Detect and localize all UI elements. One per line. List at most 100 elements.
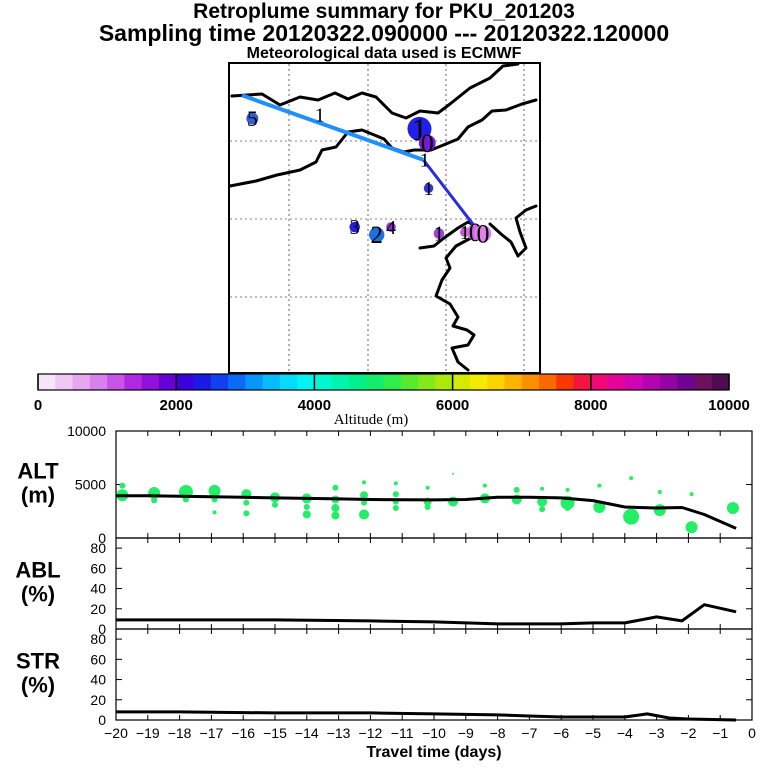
colorbar-swatch <box>210 374 229 390</box>
colorbar-swatch <box>124 374 143 390</box>
altitude-point <box>689 492 694 497</box>
altitude-point <box>424 503 431 510</box>
colorbar-tick-label: 2000 <box>160 397 193 414</box>
colorbar-swatch <box>193 374 212 390</box>
colorbar-swatch <box>418 374 436 390</box>
day-label: 4 <box>386 217 396 239</box>
colorbar-tick-label: 8000 <box>574 397 607 414</box>
altitude-point <box>331 511 340 520</box>
y-tick-label: 40 <box>90 581 106 597</box>
altitude-point <box>272 501 278 508</box>
colorbar-swatch <box>711 374 730 390</box>
x-tick-label: −13 <box>327 725 351 741</box>
altitude-point <box>151 497 158 504</box>
colorbar-swatch <box>677 374 695 390</box>
colorbar-swatch <box>158 374 177 390</box>
altitude-point <box>653 504 666 517</box>
colorbar-swatch <box>573 374 592 390</box>
coast-bohai <box>418 220 478 372</box>
altitude-point <box>623 508 640 525</box>
x-tick-label: −10 <box>422 725 446 741</box>
x-axis-label: Travel time (days) <box>366 744 501 761</box>
altitude-point <box>362 480 367 485</box>
panel-ylabel-unit: (m) <box>21 483 55 508</box>
colorbar-swatch <box>279 374 298 390</box>
altitude-point <box>597 483 602 488</box>
colorbar-swatch <box>348 374 367 390</box>
colorbar-swatch <box>435 374 454 390</box>
day-label: 1 <box>460 222 470 244</box>
altitude-point <box>119 482 126 489</box>
border-mongolia-north <box>230 62 520 120</box>
plume-cluster-marker <box>423 183 434 194</box>
x-tick-label: −8 <box>490 725 506 741</box>
colorbar-swatch <box>72 374 91 390</box>
colorbar-tick-label: 6000 <box>436 397 469 414</box>
colorbar-swatch <box>452 374 471 390</box>
altitude-point <box>482 483 487 488</box>
colorbar-swatch <box>400 374 419 390</box>
day-label: 2 <box>371 222 383 249</box>
x-tick-label: −14 <box>295 725 319 741</box>
x-tick-label: 0 <box>748 725 756 741</box>
altitude-point <box>726 502 739 515</box>
y-tick-label: 20 <box>90 692 106 708</box>
altitude-point <box>303 503 310 510</box>
x-tick-label: −18 <box>168 725 192 741</box>
colorbar-axis-label: Altitude (m) <box>334 412 409 428</box>
altitude-colorbar: 0 2000 4000 6000 8000 10000 Altitude (m) <box>34 373 750 428</box>
abl-panel: 0 20 40 60 80 ABL(%) <box>15 537 753 637</box>
x-tick-label: −5 <box>585 725 601 741</box>
colorbar-swatch <box>469 374 488 390</box>
altitude-point <box>243 499 250 506</box>
plume-cluster-marker <box>418 134 436 152</box>
altitude-point <box>392 505 399 512</box>
plume-cluster-marker <box>433 228 445 239</box>
panel-frame <box>115 430 753 539</box>
series-line <box>116 494 737 530</box>
x-tick-label: −15 <box>263 725 287 741</box>
y-tick-label: 60 <box>90 560 106 576</box>
track-segment <box>241 93 425 162</box>
series-line <box>116 710 737 722</box>
colorbar-swatch <box>314 374 333 390</box>
colorbar-swatch <box>625 374 644 390</box>
colorbar-swatch <box>297 374 315 390</box>
y-tick-label: 60 <box>90 651 106 667</box>
x-tick-label: −11 <box>391 725 414 741</box>
day-label: 1 <box>424 178 434 200</box>
altitude-point <box>657 489 662 494</box>
y-tick-label: 80 <box>90 631 106 647</box>
plume-cluster-marker <box>369 227 385 243</box>
colorbar-swatch <box>694 374 713 390</box>
coastlines-borders <box>228 62 538 372</box>
y-tick-label: 0 <box>98 621 106 637</box>
track-segment <box>422 158 481 234</box>
x-tick-label: −12 <box>359 725 383 741</box>
colorbar-swatch <box>521 374 540 390</box>
colorbar-swatch <box>590 374 609 390</box>
plume-cluster-marker <box>474 225 492 242</box>
met-data-label: Meteorological data used is ECMWF <box>246 45 522 62</box>
x-tick-label: −19 <box>136 725 160 741</box>
y-tick-label: 0 <box>98 712 106 728</box>
altitude-point <box>332 484 339 491</box>
x-tick-label: −1 <box>712 725 728 741</box>
colorbar-swatch <box>366 374 384 390</box>
altitude-point <box>360 491 369 500</box>
colorbar-swatch <box>38 374 56 390</box>
y-tick-label: 20 <box>90 601 106 617</box>
colorbar-swatch <box>176 374 194 390</box>
x-tick-label: −7 <box>521 725 537 741</box>
sampling-time: Sampling time 20120322.090000 --- 201203… <box>98 20 670 46</box>
panel-ylabel-unit: (%) <box>21 582 55 607</box>
colorbar-swatch <box>107 374 125 390</box>
altitude-point <box>537 496 548 507</box>
altitude-point <box>513 486 520 493</box>
colorbar-swatch <box>504 374 523 390</box>
series-line <box>116 603 737 626</box>
x-tick-label: −20 <box>104 725 128 741</box>
day-label: 0 <box>421 129 434 158</box>
x-tick-label: −2 <box>680 725 696 741</box>
altitude-point <box>361 499 368 506</box>
